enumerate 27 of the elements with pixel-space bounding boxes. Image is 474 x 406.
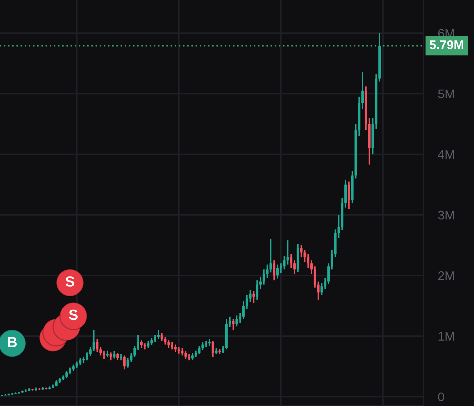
candlestick (256, 280, 259, 301)
y-tick-label: 5M (438, 90, 454, 99)
candlestick (296, 244, 300, 273)
candlestick (262, 268, 266, 286)
ref-line-label: 5.79M (430, 40, 464, 50)
candlestick (212, 340, 214, 358)
data-label: S (69, 310, 78, 320)
candlestick (157, 330, 160, 340)
candlestick (286, 240, 290, 266)
candlestick (348, 181, 350, 210)
y-tick-label: 2M (438, 272, 454, 280)
y-tick-label: 0 (438, 392, 444, 402)
candlestick (126, 357, 130, 369)
candlestick (92, 330, 96, 352)
y-tick-label: 3M (438, 210, 454, 220)
candlestick (123, 355, 126, 370)
candlestick (236, 315, 238, 328)
candlestick (252, 290, 256, 304)
y-tick-label: 4M (438, 150, 454, 160)
data-label: B (8, 337, 18, 348)
candlestick (232, 318, 235, 331)
candlestick (273, 260, 276, 282)
candlestick (300, 244, 303, 258)
y-tick-label: 1M (438, 332, 454, 341)
candlestick (276, 264, 279, 280)
candlestick (96, 338, 99, 353)
data-label: S (66, 276, 75, 287)
